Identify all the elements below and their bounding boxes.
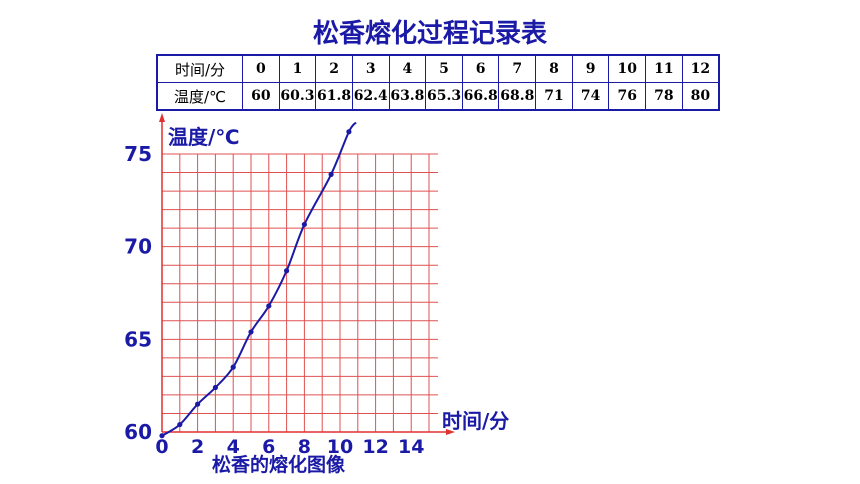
temperature-cell: 80 [681, 82, 720, 111]
data-point [328, 171, 334, 177]
y-axis-arrow [159, 113, 165, 122]
temperature-cell: 65.3 [425, 82, 463, 111]
temperature-cell: 78 [645, 82, 683, 111]
temperature-cell: 62.4 [351, 82, 390, 111]
data-point [266, 303, 272, 309]
data-point [177, 421, 183, 428]
time-cell: 9 [571, 54, 610, 83]
temperature-cell: 63.8 [388, 82, 427, 111]
data-point [248, 329, 254, 335]
time-cell: 11 [645, 54, 683, 83]
data-point [284, 268, 290, 274]
y-tick-label: 70 [124, 235, 152, 259]
time-cell: 4 [388, 54, 427, 83]
temperature-cell: 66.8 [461, 82, 500, 111]
chart-tick-labels: 0 2 4 6 8 10 12 14 60 65 70 75 [124, 142, 424, 458]
time-cell: 10 [608, 54, 647, 83]
data-point [230, 364, 236, 370]
temperature-row-header: 温度/℃ [156, 82, 243, 111]
y-axis-label: 温度/℃ [168, 125, 240, 149]
time-cell: 12 [681, 54, 720, 83]
y-tick-label: 75 [124, 142, 152, 166]
x-tick-label: 6 [262, 436, 275, 458]
x-tick-label: 0 [155, 436, 168, 458]
chart-grid [162, 153, 438, 433]
time-cell: 3 [351, 54, 390, 83]
data-point [212, 384, 218, 391]
data-point [195, 401, 201, 407]
time-cell: 7 [498, 54, 537, 83]
fitted-curve [161, 121, 357, 437]
time-cell: 8 [535, 54, 573, 83]
chart-axes [159, 113, 455, 435]
temperature-cell: 74 [571, 82, 610, 111]
x-tick-label: 4 [227, 436, 240, 458]
data-point [301, 221, 307, 228]
temperature-cell: 76 [608, 82, 647, 111]
time-cell: 5 [425, 54, 463, 83]
x-tick-label: 8 [298, 436, 311, 458]
data-points [159, 129, 352, 439]
y-tick-label: 65 [124, 327, 152, 351]
data-point [159, 433, 165, 439]
temperature-cell: 71 [535, 82, 573, 111]
data-table: 时间/分 0 1 2 3 4 5 6 7 8 9 10 11 12 温度/℃ 60 60.3 61.8 62.… [156, 54, 720, 111]
x-tick-label: 2 [191, 436, 204, 458]
x-tick-label: 10 [327, 436, 353, 458]
chart-caption: 松香的熔化图像 [212, 454, 346, 476]
x-axis-label: 时间/分 [442, 409, 509, 433]
y-tick-label: 60 [124, 420, 152, 444]
x-axis-arrow [446, 429, 455, 435]
chart-title: 松香熔化过程记录表 [312, 19, 547, 49]
temperature-cell: 60 [242, 82, 280, 111]
temperature-row: 温度/℃ 60 60.3 61.8 62.4 63.8 65.3 66.8 68.8 71 74 7… [156, 82, 720, 111]
time-cell: 1 [278, 54, 317, 83]
data-point [346, 129, 352, 135]
x-tick-label: 12 [362, 436, 388, 458]
x-tick-label: 14 [398, 436, 424, 458]
